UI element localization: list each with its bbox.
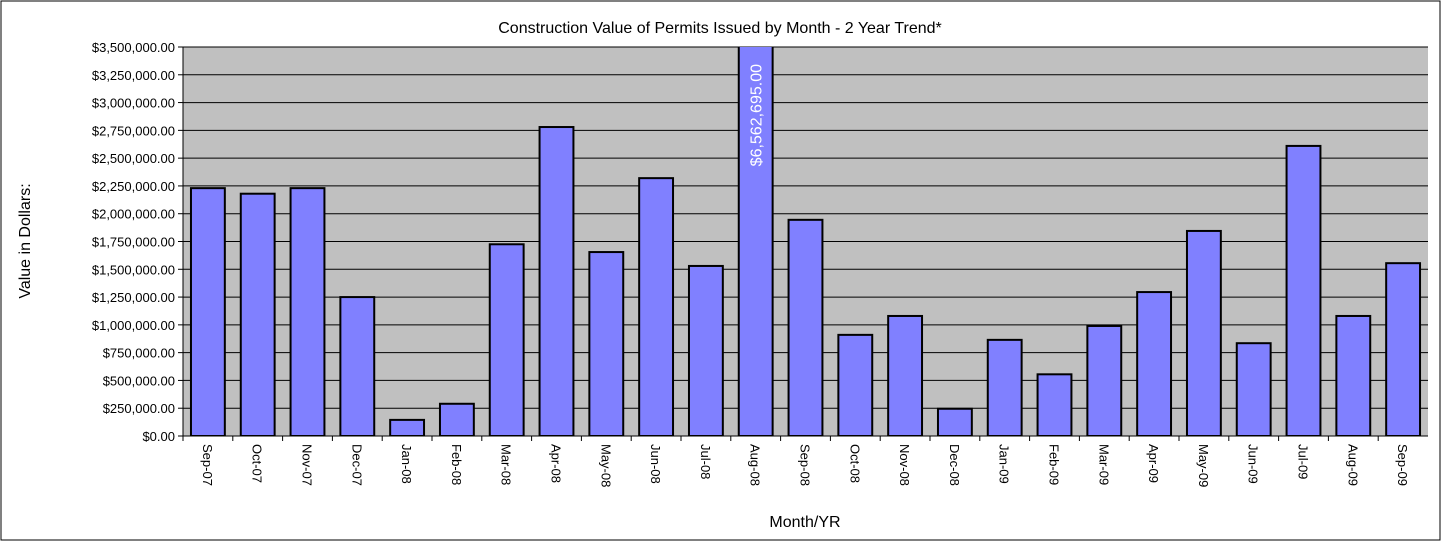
bar xyxy=(1335,314,1372,436)
x-tick-label: Aug-09 xyxy=(1345,444,1360,486)
x-tick-label: Oct-07 xyxy=(250,444,265,483)
data-label: $6,562,695.00 xyxy=(749,64,766,166)
bar xyxy=(787,218,824,436)
bar xyxy=(737,47,774,436)
bar xyxy=(239,192,276,436)
bar xyxy=(638,177,675,436)
bar xyxy=(389,418,426,436)
y-tick-label: $1,500,000.00 xyxy=(92,262,175,277)
x-tick-label: Dec-07 xyxy=(349,444,364,486)
y-tick-label: $3,000,000.00 xyxy=(92,96,175,111)
x-tick-label: Jun-08 xyxy=(648,444,663,484)
x-tick-label: Sep-09 xyxy=(1395,444,1410,486)
bar xyxy=(1185,229,1222,436)
y-tick-label: $0.00 xyxy=(142,429,175,444)
bar xyxy=(936,407,973,436)
y-tick-label: $1,750,000.00 xyxy=(92,235,175,250)
x-tick-label: Apr-09 xyxy=(1146,444,1161,483)
bar xyxy=(289,187,326,436)
bar xyxy=(1036,373,1073,436)
x-tick-label: May-09 xyxy=(1196,444,1211,487)
bar xyxy=(887,314,924,436)
x-tick-label: Sep-07 xyxy=(200,444,215,486)
bar xyxy=(588,251,625,436)
bar xyxy=(189,187,226,436)
x-tick-label: Jul-08 xyxy=(698,444,713,479)
bar xyxy=(488,243,525,436)
x-tick-label: Feb-09 xyxy=(1047,444,1062,485)
labels: $0.00 $250,000.00 $500,000.00 $750,000.00 $1… xyxy=(92,40,1410,487)
bar xyxy=(339,296,376,436)
bar xyxy=(1235,342,1272,436)
y-tick-label: $2,500,000.00 xyxy=(92,151,175,166)
y-tick-label: $1,000,000.00 xyxy=(92,318,175,333)
x-tick-label: Nov-08 xyxy=(897,444,912,486)
bar xyxy=(538,126,575,436)
x-tick-label: Sep-08 xyxy=(798,444,813,486)
bar xyxy=(1086,324,1123,436)
x-tick-label: Jan-09 xyxy=(997,444,1012,484)
x-tick-label: Jul-09 xyxy=(1296,444,1311,479)
x-tick-label: Jan-08 xyxy=(399,444,414,484)
x-tick-label: Aug-08 xyxy=(748,444,763,486)
bar xyxy=(986,338,1023,436)
y-tick-label: $2,750,000.00 xyxy=(92,123,175,138)
x-tick-label: Mar-09 xyxy=(1096,444,1111,485)
bar xyxy=(837,333,874,436)
bar xyxy=(1385,262,1422,436)
y-tick-label: $2,250,000.00 xyxy=(92,179,175,194)
y-tick-label: $3,500,000.00 xyxy=(92,40,175,55)
y-axis-label: Value in Dollars: xyxy=(17,183,34,298)
y-tick-label: $750,000.00 xyxy=(103,346,175,361)
y-tick-label: $500,000.00 xyxy=(103,373,175,388)
chart-title: Construction Value of Permits Issued by … xyxy=(498,20,942,37)
x-tick-label: Oct-08 xyxy=(847,444,862,483)
bar xyxy=(1136,291,1173,436)
x-tick-label: Dec-08 xyxy=(947,444,962,486)
x-tick-label: Jun-09 xyxy=(1246,444,1261,484)
x-tick-label: May-08 xyxy=(598,444,613,487)
y-tick-label: $1,250,000.00 xyxy=(92,290,175,305)
bars xyxy=(189,47,1422,436)
bar xyxy=(438,402,475,436)
x-tick-label: Nov-07 xyxy=(300,444,315,486)
x-axis-label: Month/YR xyxy=(769,514,840,531)
x-tick-label: Apr-08 xyxy=(549,444,564,483)
y-tick-label: $250,000.00 xyxy=(103,401,175,416)
x-tick-label: Mar-08 xyxy=(499,444,514,485)
bar xyxy=(1285,144,1322,436)
bar xyxy=(687,264,724,436)
y-tick-label: $3,250,000.00 xyxy=(92,68,175,83)
x-tick-label: Feb-08 xyxy=(449,444,464,485)
y-tick-label: $2,000,000.00 xyxy=(92,207,175,222)
